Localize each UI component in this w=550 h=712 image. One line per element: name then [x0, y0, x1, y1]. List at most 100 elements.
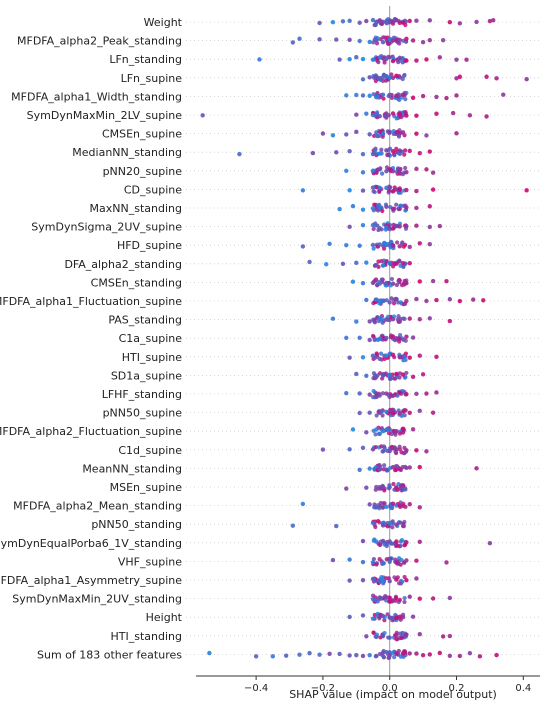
shap-point: [367, 75, 372, 80]
shap-point: [387, 351, 392, 356]
shap-point: [387, 427, 392, 432]
shap-point: [364, 485, 369, 490]
shap-point: [374, 20, 379, 25]
shap-point: [394, 116, 399, 121]
shap-point: [370, 576, 376, 582]
feature-rows: Weight MFDFA_alpha2_Peak_standing LFn_stan…: [0, 6, 540, 676]
shap-point: [377, 315, 382, 321]
shap-point: [424, 167, 429, 172]
feature-label: MFDFA_alpha1_Width_standing: [11, 90, 182, 103]
shap-point: [300, 188, 306, 193]
feature-label: CMSEn_standing: [91, 276, 182, 289]
shap-point: [403, 165, 408, 171]
shap-point: [370, 560, 376, 565]
shap-point: [360, 355, 366, 360]
shap-point: [404, 113, 409, 118]
shap-point: [370, 242, 376, 248]
shap-point: [344, 132, 349, 137]
shap-point: [401, 73, 407, 79]
shap-point: [403, 97, 408, 102]
shap-point: [360, 93, 366, 98]
feature-label: LFn_standing: [109, 53, 182, 66]
shap-point: [467, 113, 473, 118]
shap-point: [401, 409, 406, 414]
shap-point: [377, 281, 382, 286]
shap-point: [414, 166, 419, 172]
shap-point: [404, 169, 409, 175]
shap-point: [407, 651, 412, 656]
shap-point: [457, 298, 463, 304]
shap-point: [377, 18, 382, 23]
shap-point: [398, 654, 404, 659]
feature-label: MFDFA_alpha1_Fluctuation_supine: [0, 295, 182, 308]
shap-point: [396, 482, 401, 487]
shap-point: [402, 152, 407, 157]
shap-point: [398, 300, 403, 305]
shap-point: [414, 576, 419, 581]
shap-point: [394, 539, 399, 544]
shap-point: [384, 317, 389, 322]
shap-point: [384, 595, 389, 600]
shap-point: [374, 613, 379, 618]
shap-point: [257, 57, 262, 62]
shap-point: [380, 373, 386, 378]
shap-point: [380, 320, 385, 325]
shap-point: [354, 55, 359, 60]
shap-point: [372, 319, 377, 324]
shap-point: [388, 376, 393, 381]
shap-point: [390, 21, 396, 26]
shap-point: [414, 558, 419, 563]
shap-point: [447, 653, 453, 659]
shap-point: [364, 634, 369, 639]
shap-point: [417, 539, 422, 544]
shap-point: [430, 596, 436, 601]
shap-point: [381, 35, 386, 40]
shap-point: [393, 432, 398, 437]
shap-point: [394, 503, 399, 508]
shap-point: [347, 224, 352, 230]
shap-point: [377, 114, 382, 119]
feature-label: HTI_supine: [122, 351, 182, 364]
shap-point: [371, 246, 376, 251]
shap-point: [330, 316, 336, 321]
shap-point: [427, 18, 432, 23]
shap-point: [383, 78, 389, 83]
shap-point: [344, 335, 349, 341]
shap-point: [377, 356, 382, 361]
shap-point: [297, 652, 302, 657]
shap-point: [387, 520, 392, 526]
shap-point: [385, 524, 390, 529]
shap-point: [397, 224, 402, 229]
shap-point: [410, 427, 416, 432]
shap-point: [393, 223, 398, 228]
shap-point: [394, 636, 399, 642]
shap-point: [390, 317, 396, 322]
shap-point: [364, 430, 369, 435]
shap-point: [394, 130, 399, 135]
shap-point: [417, 353, 422, 358]
shap-point: [367, 39, 372, 45]
shap-point: [430, 170, 436, 175]
shap-point: [347, 37, 352, 43]
feature-label: C1d_supine: [118, 444, 182, 457]
shap-point: [367, 319, 372, 324]
shap-point: [384, 148, 389, 153]
shap-point: [387, 615, 392, 620]
shap-point: [450, 110, 456, 116]
feature-label: Weight: [144, 16, 183, 29]
shap-point: [390, 189, 396, 194]
shap-point: [360, 151, 366, 157]
shap-point: [371, 371, 377, 376]
shap-point: [394, 73, 399, 79]
shap-point: [364, 111, 369, 116]
feature-label: pNN50_supine: [103, 407, 183, 420]
shap-point: [330, 133, 336, 138]
shap-point: [474, 466, 479, 471]
shap-point: [407, 18, 412, 24]
shap-point: [370, 151, 376, 157]
shap-point: [384, 576, 389, 581]
shap-point: [390, 111, 396, 116]
shap-point: [374, 133, 379, 138]
shap-point: [414, 188, 419, 194]
shap-point: [414, 391, 419, 397]
